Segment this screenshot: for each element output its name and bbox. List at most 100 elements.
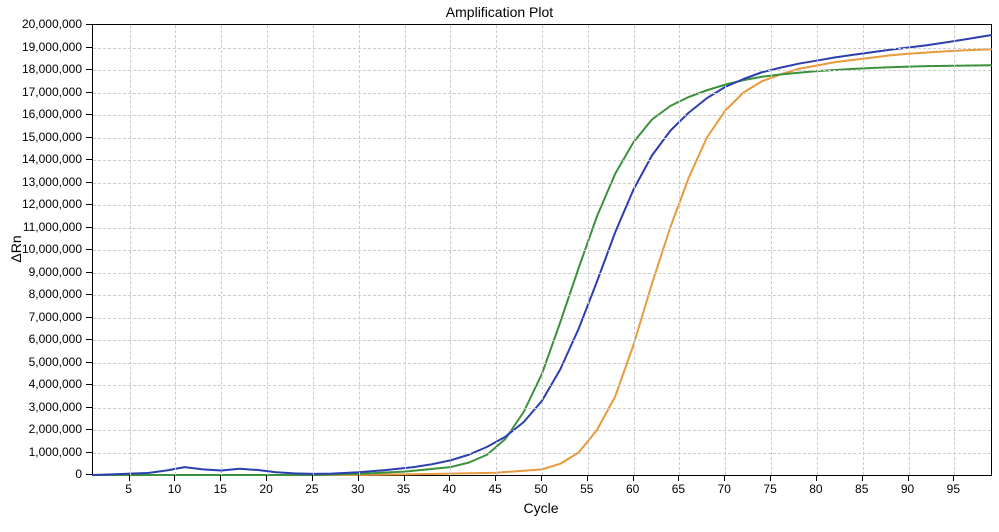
y-tick-label: 5,000,000 [0, 355, 82, 369]
gridline-h [93, 340, 991, 341]
x-tick [266, 475, 267, 481]
x-tick [633, 475, 634, 481]
y-tick [86, 24, 92, 25]
x-tick-label: 50 [534, 482, 547, 496]
y-tick-label: 13,000,000 [0, 175, 82, 189]
y-tick-label: 10,000,000 [0, 242, 82, 256]
x-axis-label: Cycle [523, 500, 558, 516]
x-tick [129, 475, 130, 481]
x-tick [541, 475, 542, 481]
x-tick-label: 95 [947, 482, 960, 496]
x-tick [220, 475, 221, 481]
x-tick-label: 40 [443, 482, 456, 496]
x-tick-label: 85 [855, 482, 868, 496]
gridline-h [93, 228, 991, 229]
y-tick [86, 429, 92, 430]
x-tick [816, 475, 817, 481]
x-tick-label: 20 [259, 482, 272, 496]
y-tick-label: 2,000,000 [0, 422, 82, 436]
y-tick-label: 11,000,000 [0, 220, 82, 234]
x-tick-label: 15 [214, 482, 227, 496]
y-tick [86, 339, 92, 340]
x-tick-label: 35 [397, 482, 410, 496]
y-tick [86, 452, 92, 453]
x-tick [587, 475, 588, 481]
gridline-h [93, 115, 991, 116]
y-tick-label: 18,000,000 [0, 62, 82, 76]
y-tick [86, 317, 92, 318]
y-tick-label: 7,000,000 [0, 310, 82, 324]
y-tick [86, 182, 92, 183]
gridline-h [93, 138, 991, 139]
x-tick-label: 45 [488, 482, 501, 496]
x-tick-label: 30 [351, 482, 364, 496]
x-tick-label: 25 [305, 482, 318, 496]
y-tick [86, 204, 92, 205]
gridline-h [93, 363, 991, 364]
gridline-h [93, 183, 991, 184]
chart-title: Amplification Plot [0, 4, 999, 20]
y-tick [86, 92, 92, 93]
gridline-h [93, 205, 991, 206]
x-tick [449, 475, 450, 481]
y-tick-label: 20,000,000 [0, 17, 82, 31]
y-tick [86, 249, 92, 250]
x-tick [678, 475, 679, 481]
y-tick [86, 47, 92, 48]
y-tick-label: 14,000,000 [0, 152, 82, 166]
y-tick-label: 12,000,000 [0, 197, 82, 211]
gridline-h [93, 93, 991, 94]
y-tick-label: 8,000,000 [0, 287, 82, 301]
gridline-h [93, 408, 991, 409]
x-tick [312, 475, 313, 481]
y-tick [86, 137, 92, 138]
x-tick-label: 65 [672, 482, 685, 496]
plot-area [92, 24, 992, 476]
x-tick-label: 70 [718, 482, 731, 496]
y-tick [86, 114, 92, 115]
y-tick [86, 384, 92, 385]
x-tick [404, 475, 405, 481]
x-tick [724, 475, 725, 481]
y-tick [86, 407, 92, 408]
y-tick-label: 9,000,000 [0, 265, 82, 279]
y-tick-label: 16,000,000 [0, 107, 82, 121]
amplification-plot: Amplification Plot Cycle ΔRn 51015202530… [0, 0, 999, 532]
y-tick-label: 0 [0, 467, 82, 481]
gridline-h [93, 250, 991, 251]
x-tick-label: 10 [168, 482, 181, 496]
y-tick [86, 272, 92, 273]
x-tick-label: 5 [125, 482, 132, 496]
y-tick-label: 19,000,000 [0, 40, 82, 54]
y-tick-label: 6,000,000 [0, 332, 82, 346]
x-tick-label: 90 [901, 482, 914, 496]
gridline-h [93, 318, 991, 319]
x-tick-label: 80 [809, 482, 822, 496]
gridline-h [93, 273, 991, 274]
x-tick [495, 475, 496, 481]
y-tick [86, 159, 92, 160]
x-tick [770, 475, 771, 481]
gridline-h [93, 160, 991, 161]
y-tick [86, 69, 92, 70]
x-tick-label: 55 [580, 482, 593, 496]
y-tick [86, 294, 92, 295]
gridline-h [93, 385, 991, 386]
gridline-h [93, 453, 991, 454]
x-tick [862, 475, 863, 481]
y-tick-label: 4,000,000 [0, 377, 82, 391]
y-tick [86, 474, 92, 475]
y-tick-label: 17,000,000 [0, 85, 82, 99]
x-tick [953, 475, 954, 481]
gridline-h [93, 48, 991, 49]
y-tick-label: 3,000,000 [0, 400, 82, 414]
gridline-h [93, 295, 991, 296]
gridline-h [93, 70, 991, 71]
y-tick-label: 15,000,000 [0, 130, 82, 144]
y-tick-label: 1,000,000 [0, 445, 82, 459]
x-tick [908, 475, 909, 481]
y-tick [86, 362, 92, 363]
x-tick-label: 75 [763, 482, 776, 496]
y-tick [86, 227, 92, 228]
gridline-h [93, 430, 991, 431]
